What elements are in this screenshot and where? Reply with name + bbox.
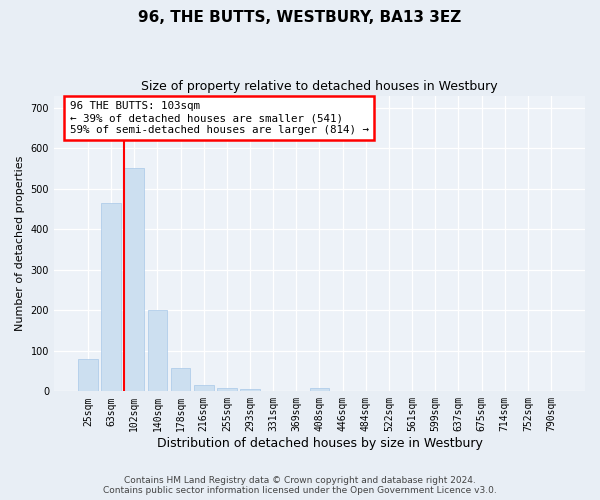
Text: Contains HM Land Registry data © Crown copyright and database right 2024.
Contai: Contains HM Land Registry data © Crown c…	[103, 476, 497, 495]
Bar	[217, 388, 236, 392]
Bar	[124, 168, 144, 392]
Text: 96, THE BUTTS, WESTBURY, BA13 3EZ: 96, THE BUTTS, WESTBURY, BA13 3EZ	[139, 10, 461, 25]
Bar	[148, 310, 167, 392]
Text: 96 THE BUTTS: 103sqm
← 39% of detached houses are smaller (541)
59% of semi-deta: 96 THE BUTTS: 103sqm ← 39% of detached h…	[70, 102, 369, 134]
Bar	[194, 386, 214, 392]
Bar	[101, 203, 121, 392]
Bar	[170, 368, 190, 392]
Bar	[310, 388, 329, 392]
Bar	[78, 359, 98, 392]
X-axis label: Distribution of detached houses by size in Westbury: Distribution of detached houses by size …	[157, 437, 482, 450]
Title: Size of property relative to detached houses in Westbury: Size of property relative to detached ho…	[141, 80, 498, 93]
Bar	[240, 389, 260, 392]
Y-axis label: Number of detached properties: Number of detached properties	[15, 156, 25, 331]
